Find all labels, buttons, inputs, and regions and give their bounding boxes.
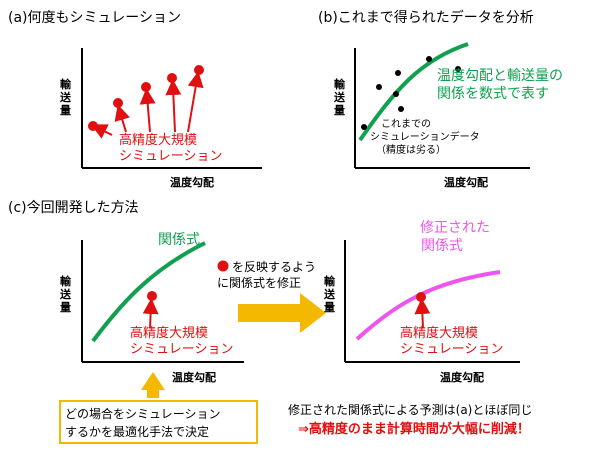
- panel-a-arrows: [90, 71, 204, 139]
- panel-a-ylabel-3: 量: [60, 104, 71, 117]
- sim-point: [194, 65, 204, 75]
- data-point: [395, 70, 401, 76]
- panel-b-data-label-3: （精度は劣る）: [376, 143, 446, 156]
- panel-b-ylabel-1: 輸: [334, 77, 346, 91]
- panel-b-fit-label-2: 関係を数式で表す: [437, 86, 549, 102]
- data-point: [398, 106, 404, 112]
- sim-point: [88, 121, 98, 131]
- panel-c-left-curve: [91, 241, 206, 343]
- panel-c-right-ylabel-1: 輸: [324, 274, 336, 288]
- data-point: [426, 56, 432, 62]
- panel-c-left-arrow: [142, 298, 159, 329]
- optimize-box: [59, 400, 258, 444]
- panel-a-points: [88, 65, 204, 131]
- panel-b-axes: [354, 48, 530, 169]
- arrow-text-1: を反映するよう: [232, 260, 316, 274]
- data-point: [376, 84, 382, 90]
- arrow-text-red-dot: [217, 260, 229, 272]
- panel-c-left-annotation-2: シミュレーション: [130, 342, 233, 357]
- data-point: [361, 124, 367, 130]
- data-point: [455, 66, 461, 72]
- panel-a-ylabel-2: 送: [59, 90, 72, 104]
- panel-b-data-label-1: これまでの: [381, 118, 431, 130]
- modify-arrow: [238, 293, 326, 333]
- panel-c-left-curve-label: 関係式: [158, 232, 200, 248]
- optimize-up-arrow: [141, 372, 165, 398]
- panel-c-right-annotation-1: 高精度大規模: [400, 325, 478, 341]
- panel-a-axes: [81, 48, 262, 169]
- panel-a-xlabel: 温度勾配: [170, 175, 214, 189]
- panel-b-title: (b)これまで得られたデータを分析: [318, 9, 534, 26]
- panel-c-left-sim-point: [147, 291, 157, 301]
- panel-c-right-curve-label-2: 関係式: [421, 238, 463, 254]
- panel-a-annotation-2: シミュレーション: [119, 149, 222, 164]
- sim-point: [167, 73, 177, 83]
- panel-b-ylabel-3: 量: [334, 104, 345, 117]
- panel-b-fit-label-1: 温度勾配と輸送量の: [437, 68, 563, 84]
- optimize-box-text-2: するかを最適化手法で決定: [65, 424, 209, 439]
- panel-c-right-curve-label-1: 修正された: [420, 220, 490, 236]
- sim-point: [141, 82, 151, 92]
- sim-point: [113, 98, 123, 108]
- panel-c-right-annotation-2: シミュレーション: [400, 342, 503, 357]
- arrow-text-2: に関係式を修正: [217, 275, 301, 290]
- panel-c-right-sim-point: [416, 292, 426, 302]
- panel-b-data-label-2: シミュレーションデータ: [370, 130, 480, 143]
- data-point: [393, 91, 399, 97]
- panel-c-left-ylabel-3: 量: [60, 301, 71, 314]
- panel-b-ylabel-2: 送: [333, 90, 346, 104]
- panel-c-left-ylabel-1: 輸: [60, 274, 72, 288]
- panel-c-right-ylabel-2: 送: [323, 287, 336, 301]
- panel-a-title: (a)何度もシミュレーション: [8, 10, 181, 26]
- panel-b-points: [361, 56, 461, 130]
- panel-c-left-axes: [81, 240, 244, 363]
- panel-b-xlabel: 温度勾配: [444, 175, 488, 189]
- result-text-2: ⇒高精度のまま計算時間が大幅に削減！: [298, 421, 530, 437]
- panel-c-right-xlabel: 温度勾配: [440, 370, 484, 384]
- panel-c-title: (c)今回開発した方法: [8, 200, 139, 216]
- panel-c-right-axes: [344, 240, 520, 363]
- panel-c-left-ylabel-2: 送: [59, 287, 72, 301]
- optimize-box-text-1: どの場合をシミュレーション: [65, 406, 221, 421]
- result-text-1: 修正された関係式による予測は(a)とほぼ同じ: [288, 402, 532, 417]
- panel-c-right-arrow: [414, 298, 431, 329]
- panel-c-left-xlabel: 温度勾配: [172, 370, 216, 384]
- panel-c-right-ylabel-3: 量: [324, 301, 335, 314]
- panel-a-ylabel-1: 輸: [60, 77, 72, 91]
- panel-b-fit-curve: [358, 42, 469, 142]
- panel-a-annotation-1: 高精度大規模: [119, 132, 197, 148]
- panel-c-left-annotation-1: 高精度大規模: [130, 325, 208, 341]
